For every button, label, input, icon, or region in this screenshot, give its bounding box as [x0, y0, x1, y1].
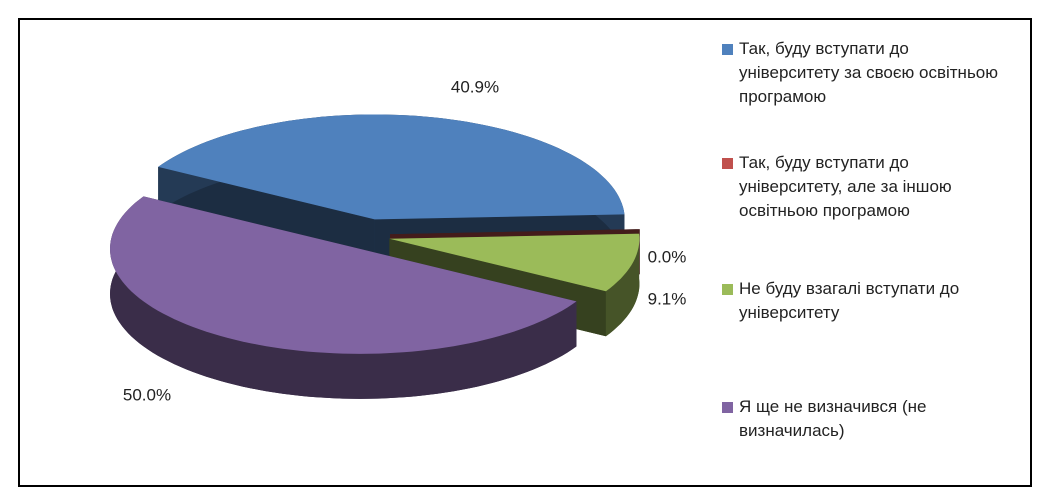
- slice-top: [110, 196, 577, 354]
- slice-side: [605, 233, 640, 337]
- legend-swatch: [722, 158, 733, 169]
- data-label: 0.0%: [648, 247, 687, 266]
- chart-frame: [18, 18, 1032, 487]
- legend-swatch: [722, 402, 733, 413]
- legend-swatch: [722, 284, 733, 295]
- legend-swatch: [722, 44, 733, 55]
- data-label: 40.9%: [451, 77, 499, 96]
- slice-top: [389, 233, 640, 292]
- slice-top: [158, 114, 625, 220]
- legend-label: Я ще не визначився (не визначилась): [739, 397, 927, 440]
- legend-label: Не буду взагалі вступати до університету: [739, 279, 960, 322]
- data-label: 50.0%: [123, 385, 171, 404]
- legend-label: Так, буду вступати до університету, але …: [739, 153, 952, 220]
- slice-side: [110, 196, 577, 399]
- legend-item: Так, буду вступати до університету за св…: [722, 37, 1012, 109]
- legend-item: Не буду взагалі вступати до університету: [722, 277, 1012, 325]
- legend-item: Я ще не визначився (не визначилась): [722, 395, 1012, 443]
- legend-label: Так, буду вступати до університету за св…: [739, 39, 999, 106]
- slice: [110, 196, 577, 399]
- legend-item: Так, буду вступати до університету, але …: [722, 151, 1012, 223]
- data-label: 9.1%: [648, 289, 687, 308]
